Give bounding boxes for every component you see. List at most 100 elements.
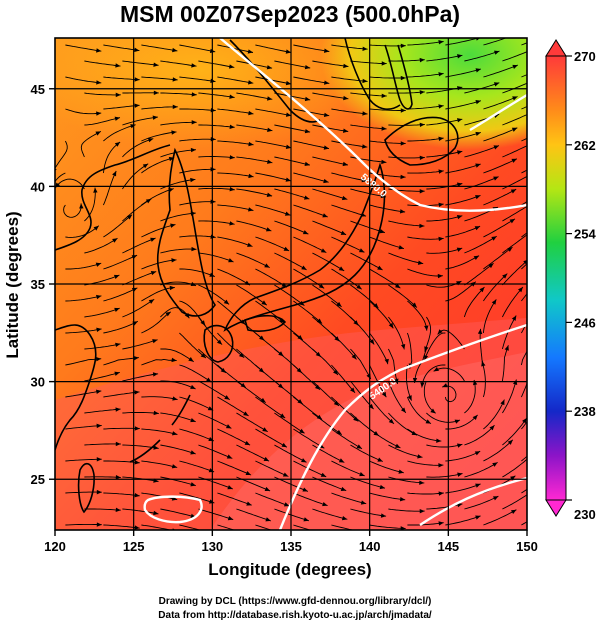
streamline-arrow (362, 46, 368, 51)
streamline (521, 293, 527, 302)
streamline-arrow (229, 155, 235, 160)
streamline (236, 284, 268, 306)
streamline-arrow (341, 195, 348, 201)
streamline-arrow (400, 75, 406, 81)
streamline (331, 44, 368, 50)
streamline-arrow (494, 50, 500, 55)
streamline (103, 254, 138, 270)
streamline-arrow (530, 142, 535, 146)
streamline-arrow (338, 266, 345, 271)
streamline (255, 140, 292, 149)
streamline-arrow (95, 294, 102, 300)
streamline (293, 108, 330, 117)
streamline-arrow (492, 462, 498, 467)
streamline (198, 156, 235, 159)
streamline-arrow (491, 299, 497, 305)
streamline (445, 68, 482, 78)
streamline-arrow (114, 116, 121, 121)
streamline-arrow (424, 325, 429, 331)
streamline (369, 332, 389, 365)
streamline-arrow (299, 428, 305, 434)
streamline (407, 492, 444, 495)
streamline (236, 252, 270, 268)
x-tick-label: 145 (437, 539, 459, 554)
streamline-arrow (134, 426, 140, 431)
streamline (483, 439, 514, 462)
streamline-arrow (411, 302, 417, 308)
streamline-arrow (528, 202, 533, 207)
streamline-arrow (504, 345, 509, 351)
streamline-arrow (153, 445, 159, 450)
streamline-arrow (134, 47, 140, 53)
streamline (423, 380, 436, 414)
streamline-arrow (438, 104, 444, 109)
streamline-arrow (474, 226, 481, 231)
streamline (331, 492, 367, 505)
streamline (350, 284, 379, 309)
streamline-arrow (267, 127, 273, 132)
streamline-arrow (475, 68, 481, 73)
streamline-arrow (95, 262, 102, 267)
streamline-arrow (509, 218, 515, 224)
streamline-arrow (358, 248, 365, 253)
streamline (437, 329, 465, 350)
streamline-arrow (191, 92, 197, 97)
streamline-arrow (438, 136, 444, 142)
streamline (369, 268, 401, 289)
streamline (274, 412, 305, 434)
streamline-arrow (323, 48, 330, 53)
streamline (483, 158, 518, 174)
streamline-arrow (303, 195, 310, 200)
streamline-arrow (388, 418, 394, 424)
streamline-arrow (437, 273, 443, 279)
streamline-arrow (148, 299, 155, 304)
streamline (369, 236, 405, 250)
streamline-arrow (493, 176, 499, 181)
streamline-arrow (296, 367, 302, 373)
streamline (369, 428, 401, 449)
streamline-arrow (216, 339, 223, 345)
grid-lines (55, 38, 527, 530)
streamline (520, 350, 527, 366)
streamline (84, 443, 121, 446)
streamline (331, 364, 356, 394)
streamline (445, 450, 481, 462)
streamline (217, 396, 249, 417)
streamline-arrow (283, 502, 290, 507)
streamline (369, 76, 406, 79)
streamline (312, 252, 345, 272)
streamline (84, 476, 121, 478)
streamline (141, 224, 176, 238)
streamline-arrow (190, 482, 196, 487)
streamline (102, 170, 117, 206)
streamline (103, 287, 138, 302)
streamline-arrow (477, 328, 483, 335)
streamline (464, 424, 495, 446)
streamline (445, 100, 482, 110)
streamline (312, 60, 349, 67)
streamline (293, 268, 325, 289)
streamline-arrow (259, 335, 265, 341)
streamline-arrow (481, 361, 486, 367)
streamline (65, 262, 102, 270)
streamline-arrow (227, 516, 234, 521)
streamline (521, 455, 527, 462)
streamline (55, 178, 85, 190)
streamline-arrow (360, 500, 367, 505)
streamline-arrow (208, 499, 215, 504)
streamline-arrow (417, 454, 423, 459)
contour-warm-closed (143, 495, 203, 524)
streamline-arrow (338, 458, 345, 463)
streamline-arrow (419, 90, 425, 95)
streamline-arrow (285, 177, 291, 182)
streamline-arrow (96, 80, 102, 85)
streamline (274, 156, 311, 166)
streamline-arrow (343, 63, 349, 69)
streamline (369, 300, 394, 329)
streamline (407, 105, 444, 110)
streamline (406, 364, 413, 401)
streamline-arrow (243, 411, 249, 416)
streamline-arrow (475, 163, 481, 168)
streamline-arrow (398, 469, 404, 474)
streamline (198, 508, 234, 521)
